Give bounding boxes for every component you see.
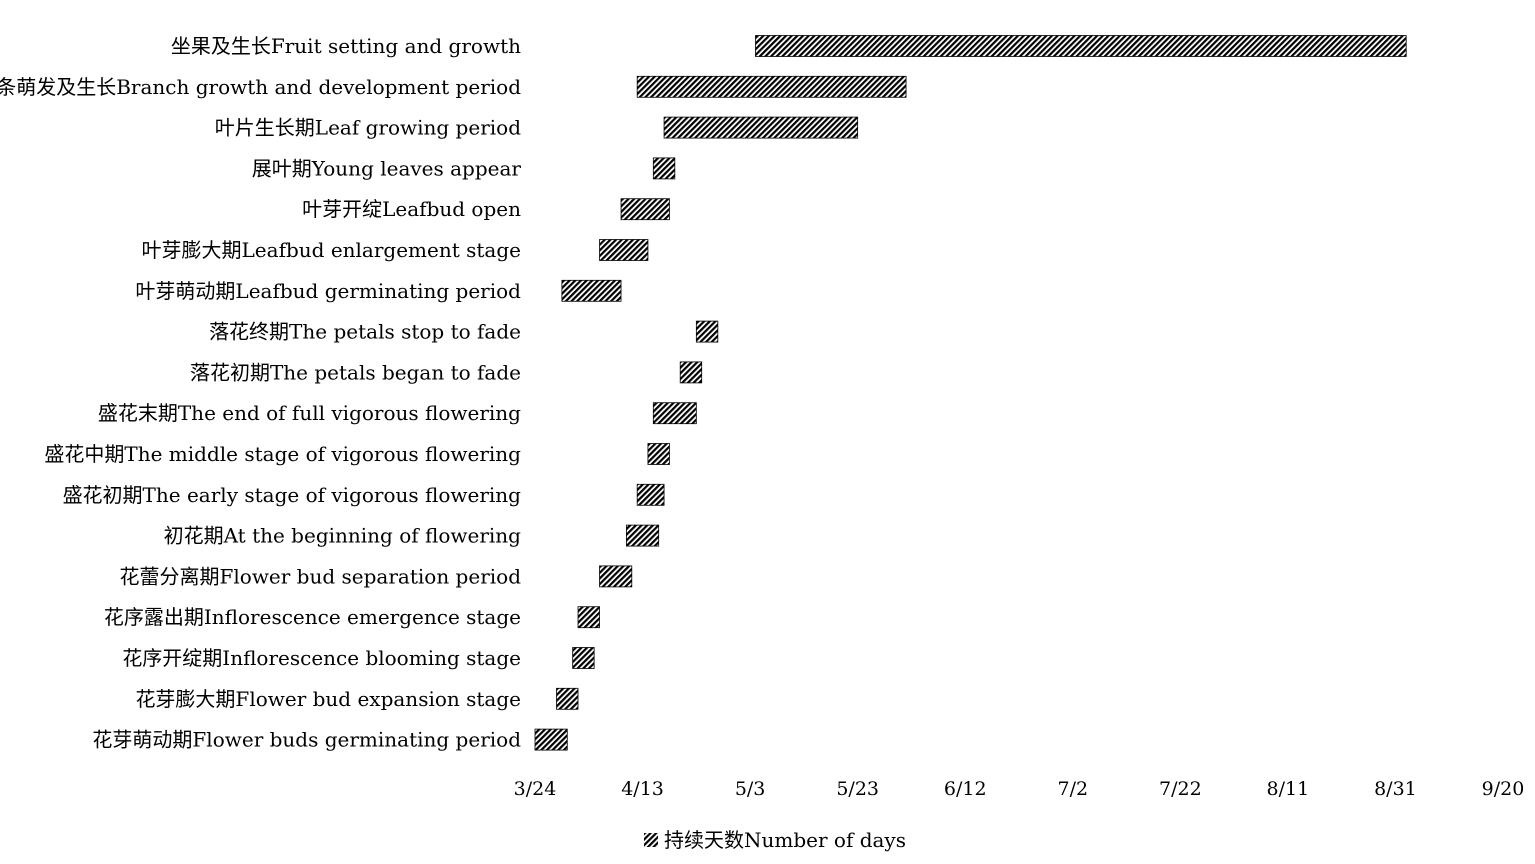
category-label: 叶片生长期Leaf growing period (215, 116, 521, 140)
gantt-bar (652, 157, 676, 180)
category-label: 落花终期The petals stop to fade (209, 320, 521, 344)
x-tick-label: 3/24 (514, 778, 557, 800)
gantt-bar (620, 198, 670, 221)
gantt-bar (577, 606, 600, 629)
x-tick-label: 7/2 (1057, 778, 1088, 800)
gantt-bar (636, 75, 907, 98)
x-tick-label: 8/11 (1267, 778, 1310, 800)
category-label: 叶芽开绽Leafbud open (302, 197, 521, 221)
category-label: 花芽萌动期Flower buds germinating period (92, 728, 521, 752)
category-label: 花芽膨大期Flower bud expansion stage (135, 687, 521, 711)
gantt-bar (695, 320, 719, 343)
category-labels: 坐果及生长Fruit setting and growth 枝条萌发及生长Bran… (0, 34, 521, 752)
gantt-bar (599, 565, 633, 588)
gantt-bar (652, 402, 697, 425)
gantt-bar (663, 116, 859, 139)
gantt-bar (679, 361, 703, 384)
legend-swatch (644, 833, 658, 847)
gantt-bar (647, 443, 670, 465)
gantt-bar (556, 687, 579, 710)
category-label: 花蕾分离期Flower bud separation period (120, 564, 522, 588)
category-label: 叶芽膨大期Leafbud enlargement stage (142, 238, 521, 262)
bars (534, 35, 1407, 751)
x-tick-label: 7/22 (1159, 778, 1202, 800)
legend: 持续天数Number of days (644, 828, 906, 852)
x-axis-ticks: 3/24 4/13 5/3 5/23 6/12 7/2 7/22 8/11 8/31 9/20 (514, 778, 1525, 800)
gantt-bar (599, 239, 649, 261)
gantt-bar (572, 647, 595, 669)
category-label: 叶芽萌动期Leafbud germinating period (135, 279, 521, 303)
x-tick-label: 5/3 (735, 778, 766, 800)
gantt-bar (636, 483, 665, 506)
category-label: 落花初期The petals began to fade (190, 360, 521, 384)
category-label: 盛花末期The end of full vigorous flowering (98, 401, 521, 425)
gantt-bar (755, 35, 1407, 57)
category-label: 花序露出期Inflorescence emergence stage (104, 605, 521, 629)
x-tick-label: 6/12 (944, 778, 987, 800)
category-label: 初花期At the beginning of flowering (164, 524, 522, 548)
category-label: 枝条萌发及生长Branch growth and development per… (0, 75, 521, 99)
category-label: 盛花中期The middle stage of vigorous floweri… (44, 442, 521, 466)
gantt-bar (626, 524, 660, 547)
x-tick-label: 8/31 (1374, 778, 1417, 800)
gantt-bar (534, 728, 568, 751)
category-label: 盛花初期The early stage of vigorous flowerin… (63, 483, 522, 507)
category-label: 展叶期Young leaves appear (252, 156, 522, 180)
x-tick-label: 9/20 (1482, 778, 1525, 800)
category-label: 花序开绽期Inflorescence blooming stage (122, 646, 521, 670)
category-label: 坐果及生长Fruit setting and growth (171, 34, 521, 58)
legend-label: 持续天数Number of days (664, 828, 906, 852)
gantt-bar (561, 279, 622, 302)
x-tick-label: 4/13 (621, 778, 664, 800)
x-tick-label: 5/23 (836, 778, 879, 800)
